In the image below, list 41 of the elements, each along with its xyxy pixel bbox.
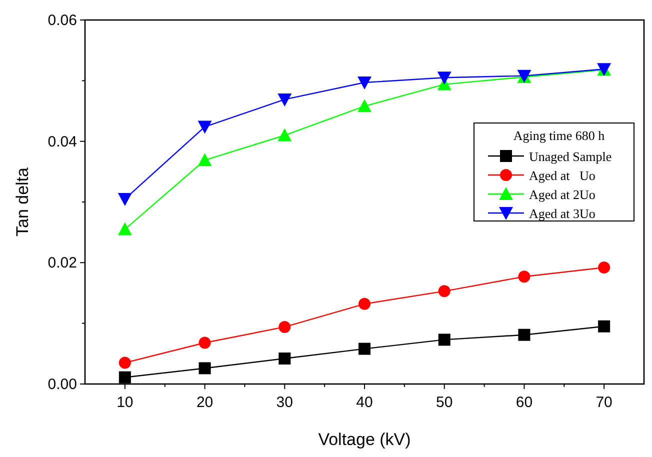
- point: [278, 320, 291, 333]
- point: [278, 352, 291, 365]
- point: [438, 334, 450, 346]
- point: [358, 76, 372, 90]
- x-tick-label: 60: [516, 394, 533, 411]
- point: [198, 336, 211, 349]
- x-tick-label: 50: [436, 394, 453, 411]
- point: [598, 320, 610, 332]
- point: [278, 93, 292, 106]
- legend-label: Aged at Uo: [529, 168, 596, 183]
- y-axis-title: Tan delta: [13, 166, 32, 236]
- point: [118, 222, 132, 236]
- point: [198, 153, 212, 166]
- point: [358, 99, 372, 112]
- y-tick-label: 0.02: [48, 254, 77, 272]
- point: [358, 298, 370, 310]
- x-axis-title: Voltage (kV): [318, 430, 411, 449]
- x-tick-label: 10: [116, 394, 134, 411]
- point: [198, 120, 212, 134]
- point: [518, 270, 530, 283]
- point: [118, 192, 132, 206]
- legend-label: Unaged Sample: [529, 149, 612, 164]
- point: [437, 72, 452, 85]
- point: [198, 362, 211, 374]
- point: [118, 356, 131, 369]
- point: [518, 328, 530, 341]
- y-tick-label: 0.06: [48, 12, 77, 29]
- point: [438, 285, 450, 298]
- y-tick-label: 0.04: [48, 133, 77, 150]
- y-tick-label: 0.00: [48, 376, 77, 393]
- x-tick-label: 30: [276, 394, 293, 411]
- x-tick-label: 70: [596, 394, 612, 411]
- x-tick-label: 40: [356, 394, 373, 411]
- point: [278, 128, 292, 142]
- legend-title: Aging time 680 h: [513, 128, 606, 143]
- point: [598, 262, 610, 274]
- x-tick-label: 20: [196, 394, 214, 411]
- point: [358, 342, 370, 355]
- legend-label: Aged at 3Uo: [529, 206, 596, 221]
- legend-label: Aged at 2Uo: [529, 187, 596, 202]
- point: [118, 371, 131, 384]
